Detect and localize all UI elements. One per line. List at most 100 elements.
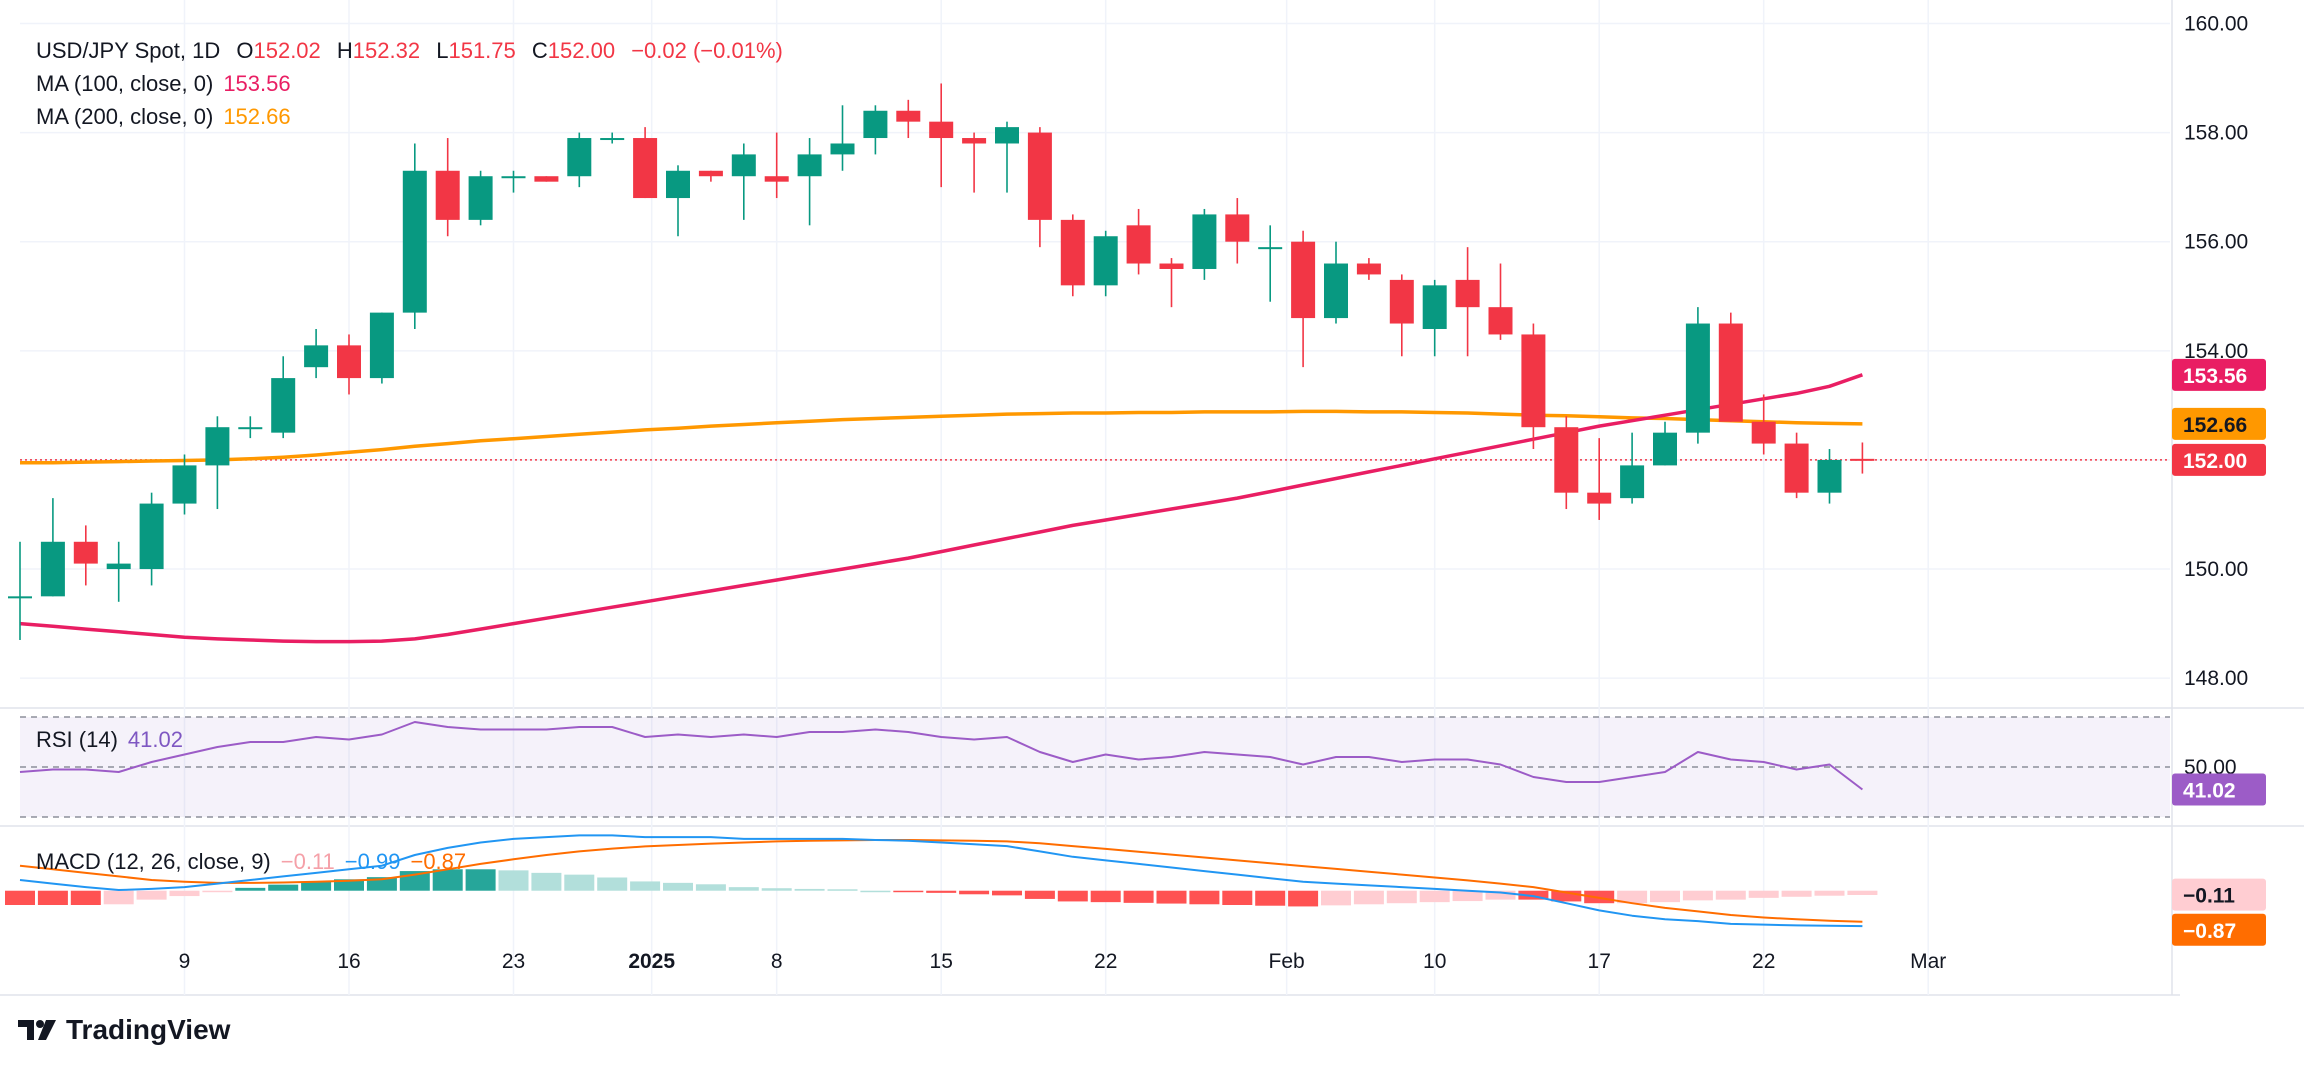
candle — [40, 498, 65, 597]
macd-histogram-bar — [1682, 890, 1713, 901]
candle-body — [369, 312, 394, 379]
candle-body — [1488, 307, 1513, 335]
ma100-price-tag: 153.56 — [2172, 358, 2266, 391]
macd-line-value: −0.99 — [344, 849, 401, 874]
candle-body — [600, 138, 625, 141]
macd-histogram-bar — [1123, 890, 1154, 903]
candle-body — [929, 121, 954, 139]
tradingview-brand[interactable]: TradingView — [18, 1014, 230, 1046]
candle-body — [435, 170, 460, 220]
macd-histogram-bar — [1057, 890, 1088, 902]
ma200-price-tag-bg — [2172, 407, 2266, 440]
candle-body — [1126, 225, 1151, 264]
candle-body — [8, 596, 32, 599]
candle-body — [1356, 263, 1381, 275]
time-tick-label: 22 — [1094, 950, 1117, 973]
candle — [929, 83, 954, 188]
price-tick-label: 148.00 — [2184, 667, 2248, 690]
time-tick-label: 22 — [1752, 950, 1775, 973]
candle — [1060, 214, 1085, 297]
candle-body — [863, 110, 888, 139]
ma200-legend: MA (200, close, 0) 152.66 — [36, 106, 301, 128]
candle-body — [830, 143, 855, 155]
ma100-price-tag-bg — [2172, 358, 2266, 391]
candle-body — [304, 345, 329, 368]
macd-histogram-bar — [597, 877, 628, 891]
candle-body — [402, 170, 427, 313]
candle-body — [238, 427, 263, 430]
time-tick-label: 8 — [771, 950, 783, 973]
candle-body — [1685, 323, 1710, 433]
candle-body — [1422, 285, 1447, 329]
candle — [797, 138, 822, 226]
macd-histogram-bar — [301, 881, 332, 891]
candle-body — [172, 465, 197, 504]
candle-body — [1817, 459, 1842, 493]
macd-histogram-bar — [1551, 890, 1582, 902]
macd-signal-value: −0.87 — [410, 849, 467, 874]
candle-body — [1751, 421, 1776, 444]
candle — [172, 454, 197, 515]
candle — [1455, 247, 1480, 357]
ma200-value: 152.66 — [223, 104, 291, 129]
candle-body — [106, 563, 131, 570]
candle — [435, 138, 460, 237]
candle — [896, 99, 921, 139]
candle — [1356, 258, 1381, 280]
time-tick-label: 23 — [502, 950, 525, 973]
candle — [962, 132, 987, 193]
macd-histogram-bar — [663, 882, 693, 891]
macd-histogram-bar — [1847, 890, 1878, 895]
candle-body — [1324, 263, 1348, 319]
rsi-panel — [19, 716, 2170, 818]
price-tick-label: 150.00 — [2184, 558, 2248, 581]
change-value: −0.02 (−0.01%) — [631, 38, 783, 63]
candle — [205, 416, 230, 510]
macd-histogram-bar — [1255, 890, 1286, 906]
candle-body — [1225, 214, 1250, 242]
rsi-value-tag-text: 41.02 — [2183, 779, 2236, 802]
macd-histogram-bar — [1386, 890, 1417, 904]
candle — [1850, 442, 1875, 474]
ma200-line — [20, 409, 1863, 465]
macd-histogram-bar — [169, 890, 200, 897]
last-price-tag: 152.00 — [2172, 443, 2266, 476]
candle-body — [271, 378, 296, 433]
candle-body — [896, 110, 921, 122]
candle — [1488, 263, 1513, 340]
ma200-label: MA (200, close, 0) — [36, 104, 214, 129]
candle — [567, 132, 592, 188]
candlesticks — [8, 83, 1875, 640]
candle — [1751, 394, 1776, 455]
candle — [1620, 432, 1645, 504]
close-value: C152.00 — [531, 38, 616, 63]
candle-body — [1521, 334, 1546, 428]
candle — [1225, 198, 1250, 264]
candle-body — [1258, 247, 1283, 250]
ma200-polyline — [20, 409, 1863, 465]
macd-histogram-bar — [860, 890, 891, 893]
candle — [666, 165, 690, 237]
macd-histogram-bar — [893, 890, 924, 893]
grid-lines — [0, 0, 2304, 996]
ma200-price-tag-text: 152.66 — [2183, 414, 2247, 437]
candle-body — [73, 541, 98, 564]
candle-body — [205, 427, 230, 466]
candle — [1422, 279, 1447, 357]
macd-histogram-bar — [202, 890, 233, 893]
candle — [1718, 312, 1743, 422]
candle — [995, 121, 1019, 193]
macd-histogram-bar — [1024, 890, 1055, 899]
last-price-tag-bg — [2172, 443, 2266, 476]
macd-histogram-bar — [794, 888, 825, 891]
price-tick-label: 158.00 — [2184, 122, 2248, 145]
candle-body — [1653, 432, 1677, 466]
macd-histogram-bar — [1090, 890, 1121, 903]
macd-histogram-bar — [235, 887, 266, 891]
rsi-value-tag-bg — [2172, 773, 2266, 806]
candle-body — [1093, 236, 1118, 286]
candle-body — [1620, 465, 1645, 499]
candle — [1126, 208, 1151, 275]
price-tags: 153.56 152.66 152.00 41.02 −0.11 −0.87 — [2172, 358, 2266, 946]
